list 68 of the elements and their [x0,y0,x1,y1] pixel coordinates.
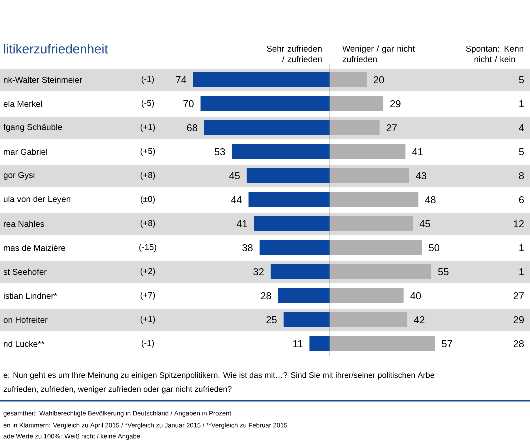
text: 8 [519,172,524,180]
text: 4 [519,124,524,132]
text: 27 [514,292,524,300]
data-label: 48 [425,196,436,204]
text: (-15) [140,244,156,252]
text: 12 [514,220,524,228]
data-label: 57 [442,340,452,348]
series-label: Weniger / gar nicht zufrieden [342,46,416,62]
y-tick-label: rea Nahles [4,220,44,228]
y-tick-label: fgang Schäuble [4,124,62,132]
text: (-5) [142,100,154,108]
bar [310,336,330,352]
y-tick-label: mar Gabriel [4,148,48,156]
data-label: 25 [266,316,277,324]
data-label: 45 [230,172,240,180]
data-label: 29 [390,100,401,108]
data-label: 38 [242,244,253,252]
data-label: 41 [236,220,248,228]
text: e: Nun geht es um Ihre Meinung zu einigen Spitzenpolitikern. Wie ist das mit…? Sind Sie mit ihrer/seiner politischen Arbe [4,372,434,380]
text: 5 [519,148,524,156]
text: (+8) [140,220,156,228]
y-tick-label: on Hofreiter [4,316,48,324]
data-label: 53 [214,148,226,156]
data-label: 70 [184,100,194,108]
text: Spontan: Kenn nicht / kein [466,46,524,62]
data-label: 40 [410,292,422,300]
text: (+1) [140,124,156,132]
data-label: 28 [261,292,272,300]
text: (-1) [142,76,154,84]
text: (+5) [140,148,156,156]
text: 5 [519,76,524,84]
data-label: 44 [231,196,242,204]
data-label: 50 [429,244,440,252]
series-label: Sehr zufrieden / zufrieden [267,46,322,62]
y-tick-label: nk-Walter Steinmeier [4,76,82,84]
text: (+1) [140,316,156,324]
y-tick-label: ela Merkel [4,100,42,108]
text: 1 [520,268,524,276]
y-tick-label: nd Lucke** [4,340,44,348]
data-label: 11 [294,340,303,348]
data-label: 74 [176,76,187,84]
y-tick-label: mas de Maizière [4,244,66,252]
y-tick-label: ula von der Leyen [4,196,71,204]
text: 1 [520,100,524,108]
data-label: 20 [374,76,384,84]
text: 29 [514,316,524,324]
data-label: 32 [254,268,264,276]
text: 1 [520,244,524,252]
text: 6 [519,196,524,204]
text: (±0) [141,196,156,204]
data-label: 41 [412,148,423,156]
bar [330,72,367,88]
y-tick-label: gor Gysi [4,172,35,180]
data-label: 42 [414,316,425,324]
text: zufrieden, zufrieden, weniger zufrieden oder gar nicht zufrieden? [4,386,232,394]
data-label: 43 [416,172,427,180]
data-label: 27 [386,124,398,132]
text: (+8) [140,172,156,180]
text: 28 [514,340,524,348]
data-label: 45 [420,220,430,228]
text: (+2) [140,268,156,276]
y-tick-label: istian Lindner* [4,292,58,300]
text: litikerzufriedenheit [4,44,108,54]
data-label: 55 [438,268,449,276]
y-tick-label: st Seehofer [4,268,47,276]
text: (-1) [142,340,154,348]
data-label: 68 [187,124,198,132]
text: (+7) [140,292,156,300]
